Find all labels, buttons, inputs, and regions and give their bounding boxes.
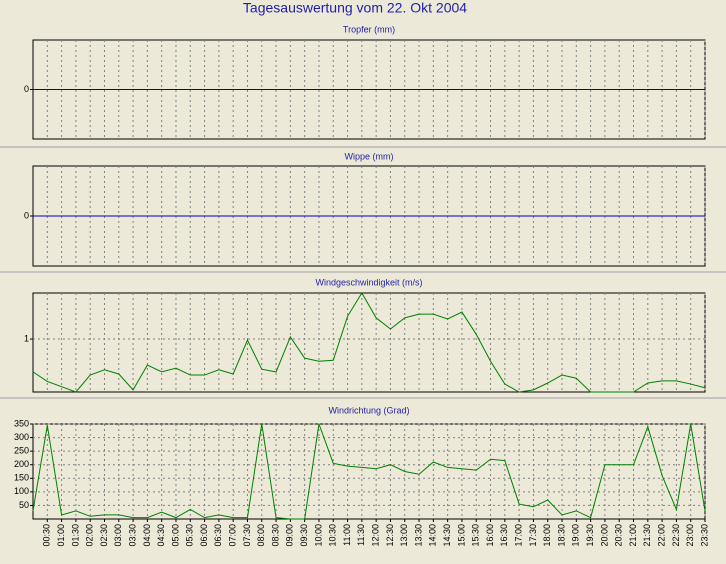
x-tick-label: 06:30 — [213, 524, 223, 547]
x-tick-label: 12:00 — [371, 524, 381, 547]
x-tick-label: 23:30 — [699, 524, 709, 547]
x-tick-label: 02:00 — [85, 524, 95, 547]
x-tick-label: 09:00 — [285, 524, 295, 547]
x-tick-label: 03:30 — [127, 524, 137, 547]
x-tick-label: 09:30 — [299, 524, 309, 547]
x-tick-label: 10:00 — [313, 524, 323, 547]
x-tick-label: 22:30 — [671, 524, 681, 547]
x-tick-label: 03:00 — [113, 524, 123, 547]
x-tick-label: 21:30 — [642, 524, 652, 547]
x-tick-label: 00:30 — [42, 524, 52, 547]
series-line — [32, 292, 706, 393]
panel-title: Wippe (mm) — [345, 151, 394, 161]
x-tick-label: 17:00 — [514, 524, 524, 547]
x-tick-label: 04:00 — [142, 524, 152, 547]
x-tick-label: 12:30 — [385, 524, 395, 547]
x-tick-label: 17:30 — [528, 524, 538, 547]
x-tick-label: 08:00 — [256, 524, 266, 547]
x-tick-label: 11:30 — [356, 524, 366, 546]
plot-area — [32, 423, 706, 520]
x-tick-label: 22:00 — [656, 524, 666, 547]
x-tick-label: 21:00 — [628, 524, 638, 547]
x-tick-label: 18:30 — [556, 524, 566, 547]
x-tick-label: 10:30 — [328, 524, 338, 547]
x-tick-label: 11:00 — [342, 524, 352, 546]
y-tick-label: 0 — [24, 210, 29, 220]
y-tick-label: 150 — [14, 473, 29, 483]
x-tick-label: 16:00 — [485, 524, 495, 547]
x-tick-label: 06:00 — [199, 524, 209, 547]
x-tick-label: 07:00 — [228, 524, 238, 547]
y-tick-label: 100 — [14, 486, 29, 496]
plot-area — [32, 292, 706, 393]
x-tick-label: 02:30 — [99, 524, 109, 547]
x-tick-label: 14:00 — [428, 524, 438, 547]
panel-title: Windgeschwindigkeit (m/s) — [315, 277, 422, 287]
x-tick-label: 14:30 — [442, 524, 452, 547]
x-tick-label: 13:00 — [399, 524, 409, 547]
x-tick-label: 05:30 — [185, 524, 195, 547]
y-tick-label: 250 — [14, 446, 29, 456]
y-tick-label: 50 — [19, 500, 29, 510]
x-tick-label: 16:30 — [499, 524, 509, 547]
page-title: Tagesauswertung vom 22. Okt 2004 — [243, 0, 467, 16]
x-tick-label: 01:30 — [70, 524, 80, 547]
y-tick-label: 300 — [14, 432, 29, 442]
panel-title: Tropfer (mm) — [343, 24, 395, 34]
x-tick-label: 15:30 — [471, 524, 481, 547]
x-tick-label: 08:30 — [270, 524, 280, 547]
x-tick-label: 23:00 — [685, 524, 695, 547]
x-tick-label: 07:30 — [242, 524, 252, 547]
x-tick-label: 20:30 — [614, 524, 624, 547]
x-tick-label: 19:00 — [571, 524, 581, 547]
x-tick-label: 01:00 — [56, 524, 66, 547]
x-tick-label: 13:30 — [413, 524, 423, 547]
y-tick-label: 0 — [24, 84, 29, 94]
x-tick-label: 18:00 — [542, 524, 552, 547]
y-tick-label: 350 — [14, 418, 29, 428]
panel-title: Windrichtung (Grad) — [328, 405, 409, 415]
y-tick-label: 1 — [24, 333, 29, 343]
x-tick-label: 04:30 — [156, 524, 166, 547]
x-tick-label: 20:00 — [599, 524, 609, 547]
y-tick-label: 200 — [14, 459, 29, 469]
x-tick-label: 19:30 — [585, 524, 595, 547]
x-tick-label: 05:00 — [170, 524, 180, 547]
x-tick-label: 15:00 — [456, 524, 466, 547]
series-line — [32, 423, 706, 520]
